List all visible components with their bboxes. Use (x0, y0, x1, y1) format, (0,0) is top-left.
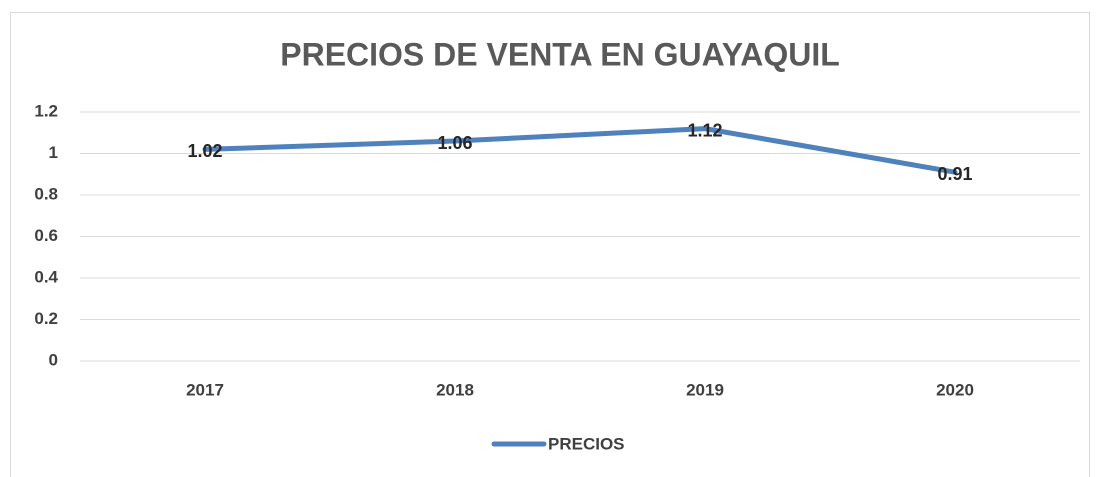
y-tick-label: 0.2 (34, 309, 58, 328)
data-label: 1.02 (187, 141, 222, 161)
chart-border (10, 12, 1090, 477)
x-tick-label: 2018 (436, 380, 474, 399)
data-label: 0.91 (937, 164, 972, 184)
y-tick-label: 0.8 (34, 184, 58, 203)
legend-label: PRECIOS (548, 434, 625, 453)
y-tick-label: 0.4 (34, 267, 58, 286)
y-tick-label: 0 (49, 350, 58, 369)
x-tick-label: 2020 (936, 380, 974, 399)
y-tick-label: 1.2 (34, 101, 58, 120)
y-tick-label: 1 (49, 143, 58, 162)
chart-title: PRECIOS DE VENTA EN GUAYAQUIL (280, 36, 840, 72)
x-tick-label: 2017 (186, 380, 224, 399)
data-line (202, 126, 958, 175)
x-tick-label: 2019 (686, 380, 724, 399)
data-label: 1.12 (687, 120, 722, 140)
data-label: 1.06 (437, 133, 472, 153)
y-tick-label: 0.6 (34, 226, 58, 245)
